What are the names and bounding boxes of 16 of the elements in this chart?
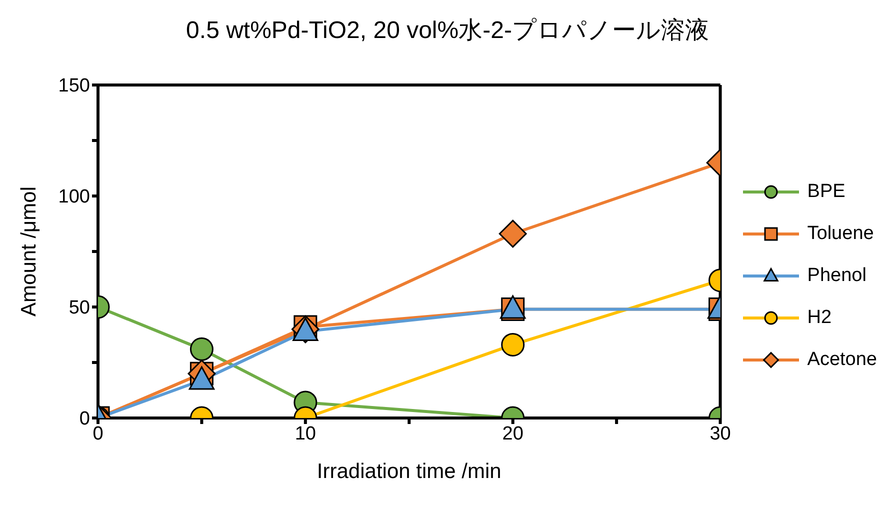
legend-label: Toluene (807, 223, 874, 245)
x-tick-label: 0 (92, 423, 104, 444)
legend-label: Acetone (807, 349, 877, 371)
x-tick-label: 10 (294, 423, 316, 444)
y-tick-label: 150 (58, 76, 90, 97)
legend-label: H2 (807, 307, 832, 329)
y-tick-label: 50 (68, 298, 90, 319)
y-axis-title: Amount /μmol (17, 186, 40, 316)
y-tick-label: 100 (58, 186, 90, 208)
x-tick-label: 30 (710, 423, 731, 444)
legend-label: BPE (807, 181, 846, 203)
y-tick-label: 0 (79, 408, 90, 430)
x-axis-title: Irradiation time /min (316, 460, 502, 483)
x-tick-label: 20 (502, 423, 524, 444)
legend-label: Phenol (807, 265, 866, 287)
chart-title: 0.5 wt%Pd-TiO2, 20 vol%水-2-プロパノール溶液 (185, 16, 710, 46)
